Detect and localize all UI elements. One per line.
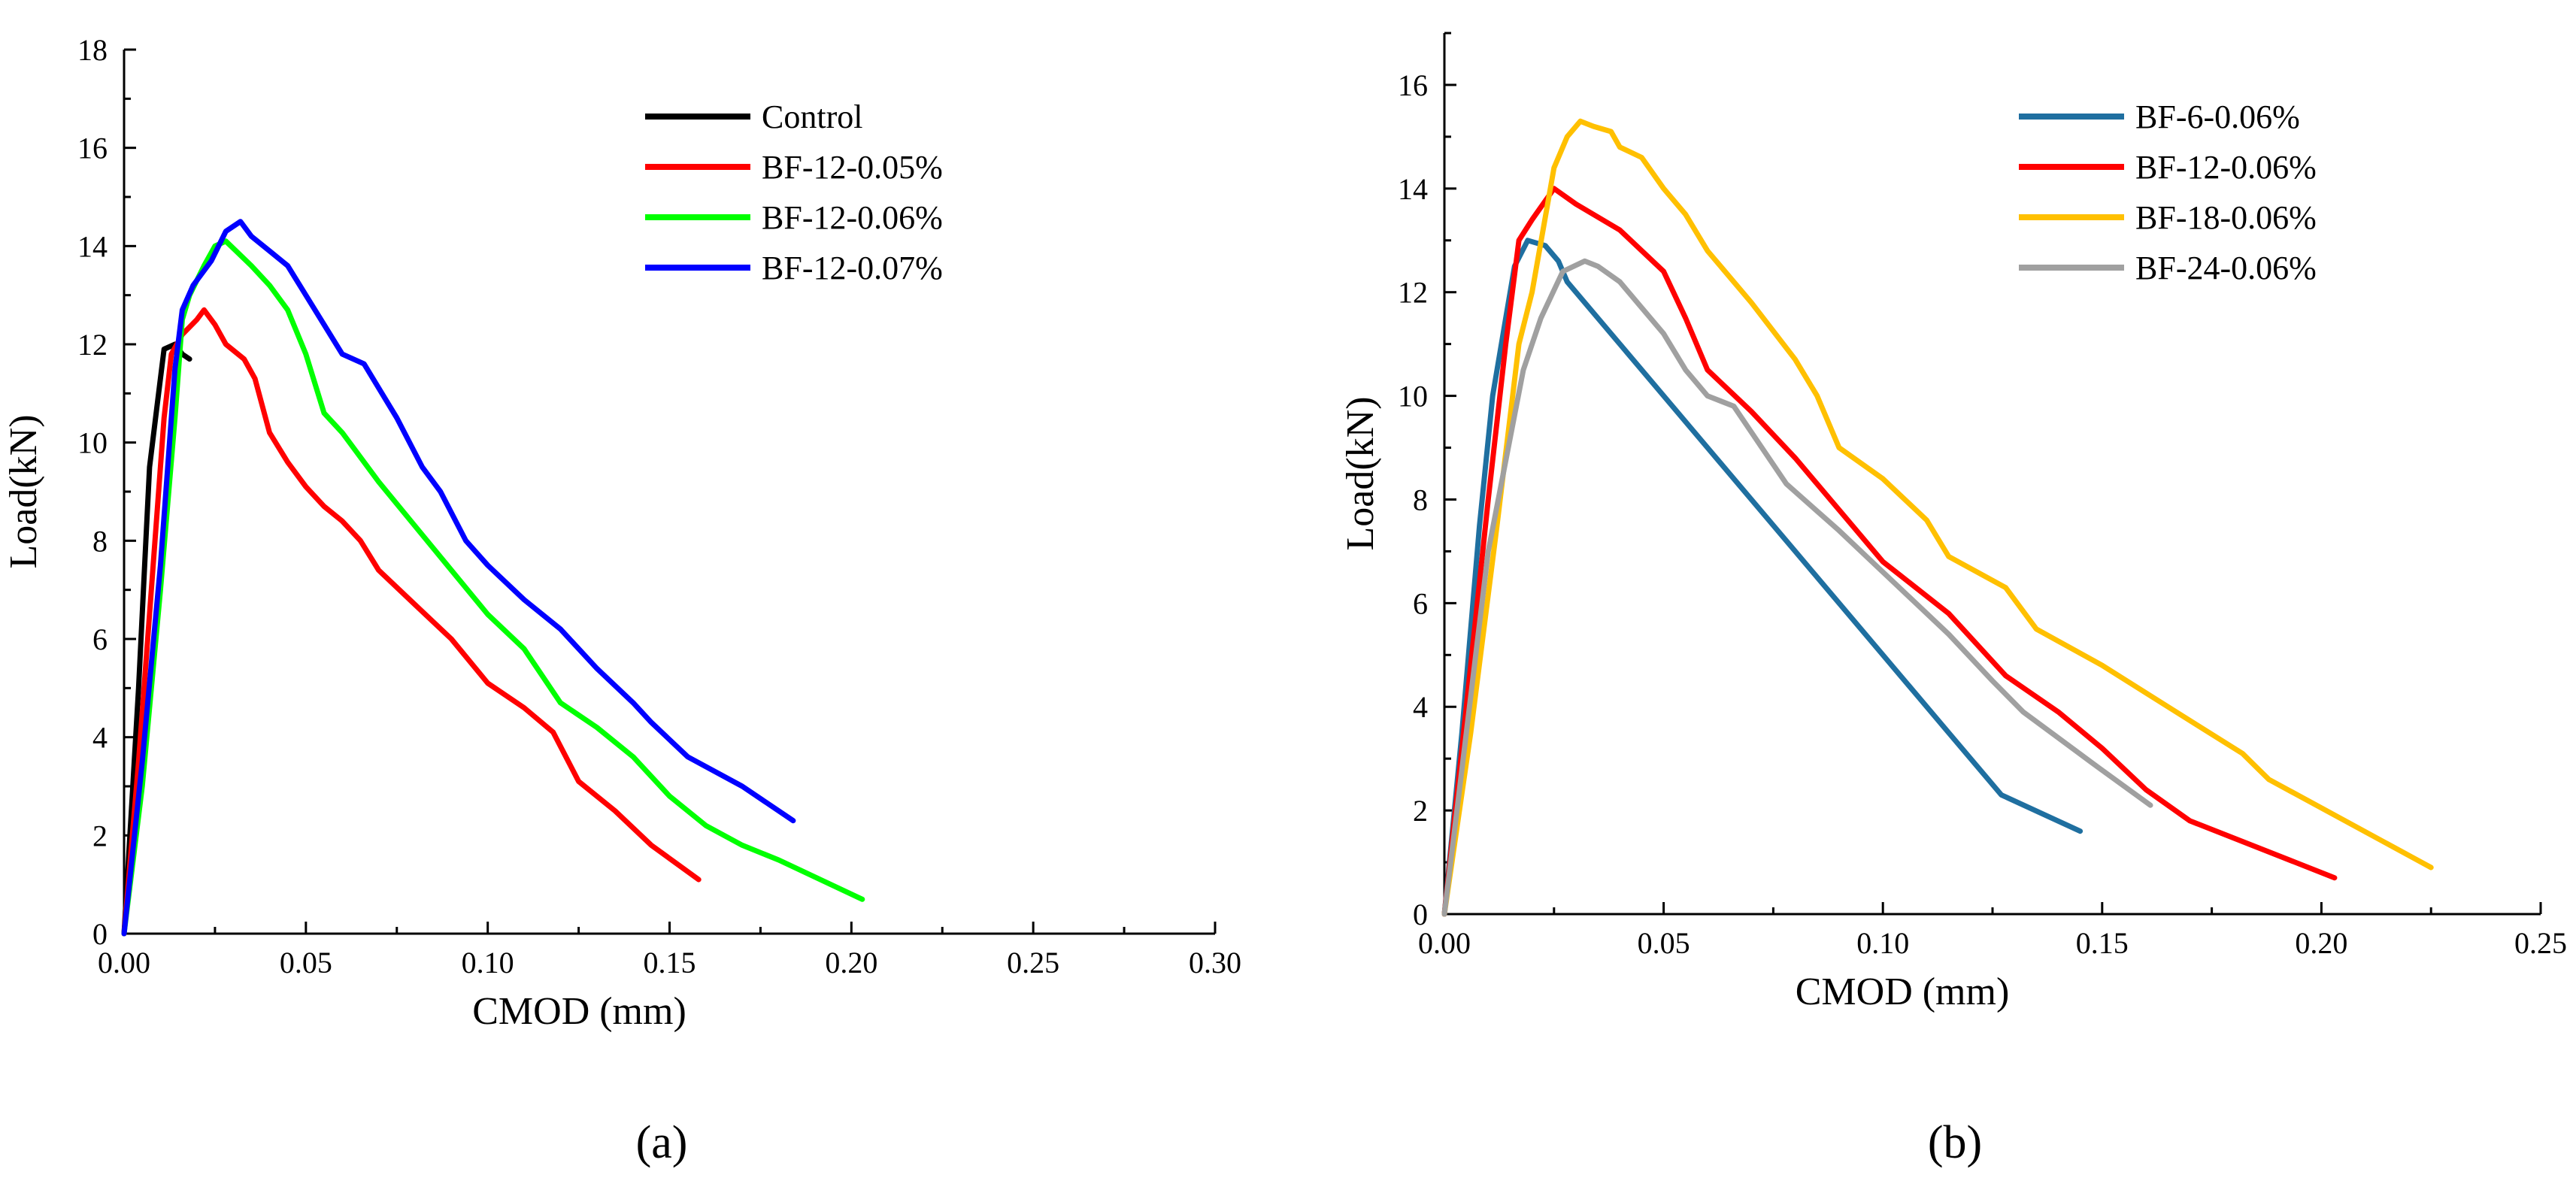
- panel-a-x-tick-label: 0.00: [98, 946, 150, 980]
- panel-b-legend-label-3: BF-18-0.06%: [2135, 199, 2317, 236]
- panel-b-series-line-3: [1441, 118, 2434, 917]
- panel-b-x-tick-label: 0.25: [2514, 926, 2567, 960]
- panel-a-y-tick-label: 10: [77, 426, 108, 460]
- panel-a-y-tick-label: 12: [77, 328, 108, 362]
- panel-b-legend-label-2: BF-12-0.06%: [2135, 149, 2317, 186]
- panel-a-legend-label-1: Control: [762, 98, 862, 135]
- panel-a-legend-label-2: BF-12-0.05%: [762, 149, 943, 186]
- panel-b-series-line-1: [1441, 238, 2084, 917]
- panel-a-x-tick-label: 0.20: [825, 946, 877, 980]
- panel-a-y-tick-label: 6: [92, 622, 108, 656]
- panel-b-y-tick-label: 14: [1398, 172, 1428, 206]
- panel-b-x-tick-label: 0.20: [2295, 926, 2347, 960]
- panel-b-chart: (b) 0.00 0.05 0.10 0.15 0.20 0.25 0 2 4 6 8 10 12 14 1…: [1339, 32, 2567, 1168]
- panel-b-y-tick-label: 16: [1398, 68, 1428, 102]
- panel-b-y-axis-title: Load(kN): [1339, 396, 1382, 550]
- panel-b-x-tick-label: 0.10: [1856, 926, 1909, 960]
- panel-b-x-tick-label: 0.15: [2076, 926, 2129, 960]
- panel-a-legend-label-3: BF-12-0.06%: [762, 199, 943, 236]
- panel-b-y-tick-label: 12: [1398, 276, 1428, 310]
- panel-a-y-tick-label: 16: [77, 132, 108, 165]
- panel-b-y-tick-label: 2: [1413, 794, 1428, 828]
- panel-a-x-tick-label: 0.05: [280, 946, 332, 980]
- panel-a-y-tick-label: 14: [77, 229, 108, 263]
- panel-b-y-tick-label: 4: [1413, 690, 1428, 724]
- panel-b-x-tick-label: 0.05: [1638, 926, 1690, 960]
- panel-a-y-tick-label: 8: [92, 524, 108, 558]
- panel-a-x-tick-label: 0.15: [644, 946, 696, 980]
- panel-a-y-tick-label: 4: [92, 721, 108, 755]
- panel-b-legend-label-4: BF-24-0.06%: [2135, 250, 2317, 286]
- panel-a-label: (a): [636, 1117, 688, 1168]
- panel-b-series-line-4: [1441, 258, 2153, 917]
- panel-b-series-line-2: [1441, 186, 2338, 917]
- panel-b-y-tick-label: 10: [1398, 380, 1428, 413]
- panel-a-x-tick-label: 0.25: [1007, 946, 1059, 980]
- panel-a-legend-label-4: BF-12-0.07%: [762, 250, 943, 286]
- panel-b-x-axis-title: CMOD (mm): [1796, 970, 2010, 1013]
- panel-b-x-tick-label: 0.00: [1418, 926, 1471, 960]
- panel-a-y-tick-label: 2: [92, 819, 108, 852]
- panel-a-x-tick-label: 0.30: [1189, 946, 1241, 980]
- panel-b-legend-label-1: BF-6-0.06%: [2135, 98, 2300, 135]
- panel-a-x-tick-label: 0.10: [462, 946, 514, 980]
- panel-a-series-line-4: [121, 219, 796, 937]
- panel-b-y-tick-label: 6: [1413, 586, 1428, 620]
- panel-a-series-line-3: [121, 238, 865, 937]
- panel-a-chart: (a) 0.00 0.05 0.10 0.15 0.20 0.25 0.30 0 2 4 6 8 10 1…: [2, 33, 1241, 1168]
- panel-a-series-line-2: [121, 307, 702, 937]
- panel-b-y-tick-label: 8: [1413, 483, 1428, 516]
- panel-b-label: (b): [1928, 1117, 1982, 1168]
- panel-a-y-axis-title: Load(kN): [2, 414, 45, 568]
- panel-a-y-tick-label: 18: [77, 33, 108, 67]
- panel-a-y-tick-label: 0: [92, 917, 108, 951]
- panel-b-y-tick-label: 0: [1413, 898, 1428, 931]
- panel-a-x-axis-title: CMOD (mm): [472, 990, 686, 1033]
